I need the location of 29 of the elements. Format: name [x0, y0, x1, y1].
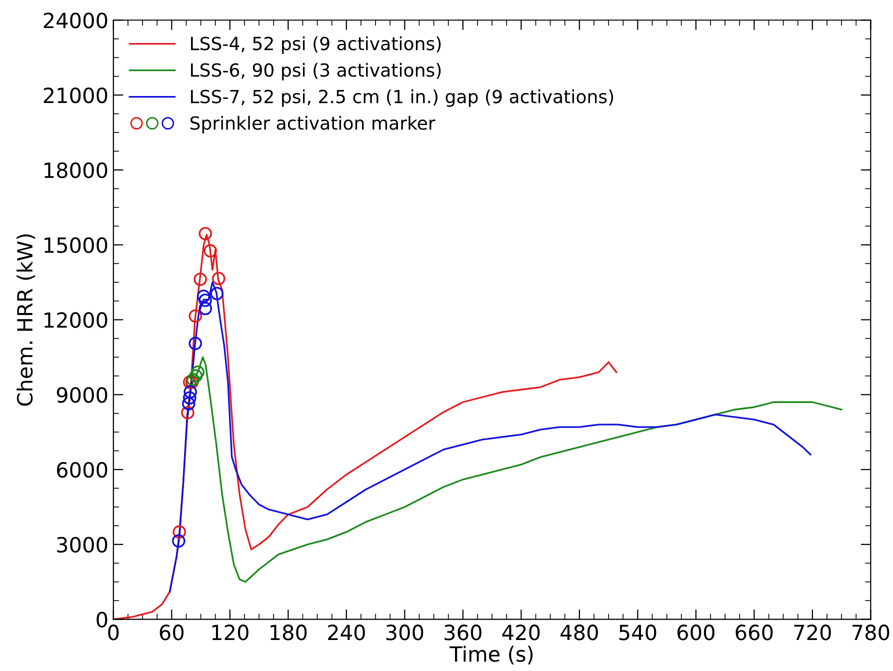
x-tick-label: 0 [108, 624, 119, 640]
y-tick-label: 6000 [56, 462, 108, 478]
x-tick-label: 480 [560, 624, 598, 640]
x-axis-title: Time (s) [450, 646, 533, 664]
x-tick-label: 600 [677, 624, 714, 640]
x-tick-label: 780 [852, 624, 890, 640]
y-tick-label: 18000 [44, 162, 108, 178]
legend-label: LSS-4, 52 psi (9 activations) [191, 36, 441, 54]
x-tick-label: 120 [212, 624, 248, 640]
x-tick-label: 720 [794, 624, 831, 640]
y-tick-label: 15000 [44, 237, 108, 254]
y-tick-label: 0 [96, 612, 108, 628]
x-tick-label: 540 [619, 624, 656, 640]
x-tick-label: 420 [502, 624, 540, 640]
y-tick-label: 12000 [44, 312, 108, 328]
y-tick-label: 21000 [44, 87, 108, 104]
x-tick-label: 240 [328, 624, 365, 640]
x-tick-label: 360 [444, 624, 482, 640]
x-tick-label: 180 [270, 624, 307, 640]
legend-label: LSS-6, 90 psi (3 activations) [191, 62, 441, 80]
y-tick-label: 3000 [57, 536, 108, 553]
y-axis-title: Chem. HRR (kW) [16, 234, 36, 406]
x-tick-label: 60 [160, 624, 184, 640]
y-tick-label: 24000 [44, 12, 108, 28]
x-tick-label: 300 [386, 624, 424, 640]
y-tick-label: 9000 [56, 387, 108, 403]
legend-label: Sprinkler activation marker [190, 116, 436, 134]
legend-label: LSS-7, 52 psi, 2.5 cm (1 in.) gap (9 activations) [191, 89, 614, 107]
x-tick-label: 660 [736, 624, 773, 640]
